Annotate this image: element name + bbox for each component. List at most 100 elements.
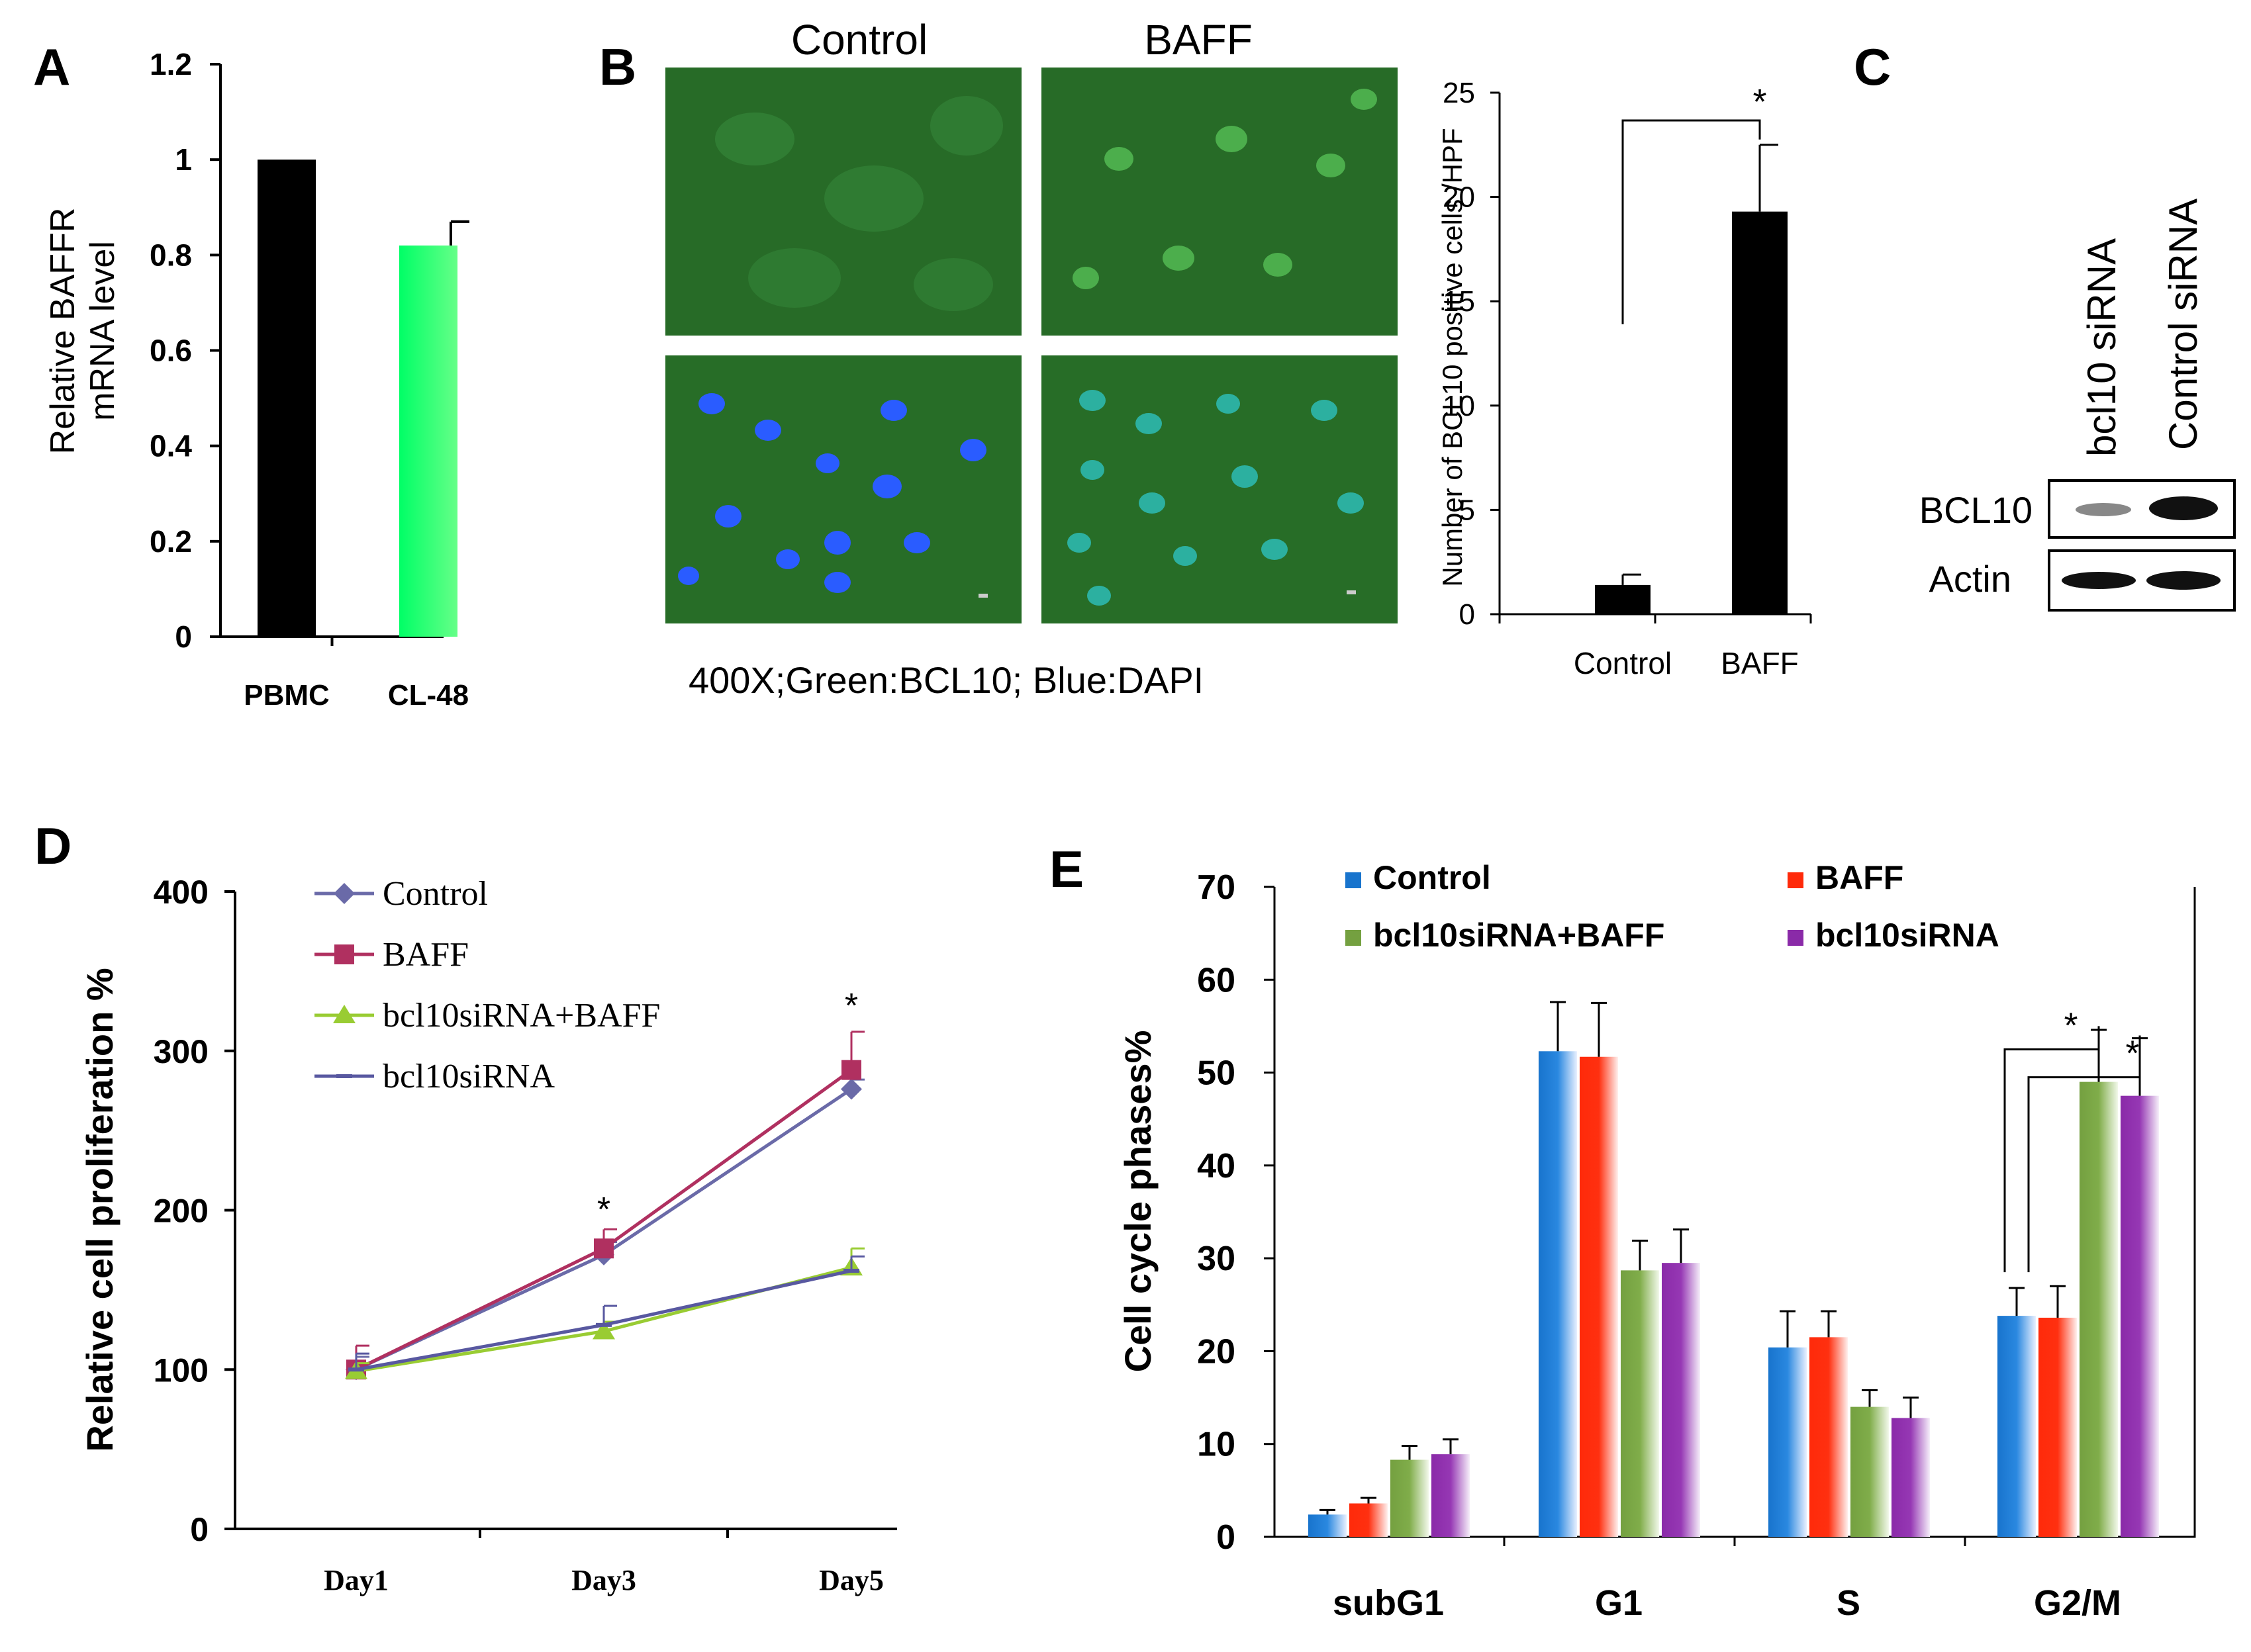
panel-label-e: E [1049, 840, 1084, 898]
chart-d-point-bcl10sirna [843, 1268, 859, 1273]
chart-d-point-bcl10sirna [596, 1322, 612, 1327]
western-row-bcl10: BCL10 [1919, 489, 2033, 531]
chart-e-xtick-label: G1 [1595, 1583, 1643, 1623]
chart-d-legend-label-bcl10sirna: bcl10siRNA [383, 1058, 555, 1095]
chart-d-ytick-label: 200 [154, 1193, 209, 1230]
chart-d-ytick-label: 300 [154, 1033, 209, 1070]
chart-e-significance-bracket [2003, 1026, 2100, 1273]
chart-e-ytick-label: 20 [1197, 1332, 1235, 1371]
chart-e-bar-baff [1580, 1056, 1618, 1537]
chart-e-ytick-label: 0 [1216, 1518, 1235, 1557]
chart-e-ytick-label: 40 [1197, 1147, 1235, 1185]
panel-label-b: B [599, 38, 636, 96]
chart-b-bar-control [1595, 584, 1651, 614]
chart-e-ytick-label: 60 [1197, 961, 1235, 999]
chart-a-ylabel-line2: mRNA level [83, 241, 122, 421]
chart-b-significance-star: * [1752, 82, 1766, 122]
chart-e-bar-control [1768, 1347, 1807, 1537]
western-lane-bcl10-sirna: bcl10 siRNA [2080, 238, 2124, 457]
chart-e-bar-control [1997, 1316, 2036, 1537]
western-lane-control-sirna: Control siRNA [2161, 199, 2205, 450]
chart-e-legend-swatch-bcl10sirna [1788, 930, 1803, 946]
chart-e-bar-bcl10sirna [1431, 1454, 1470, 1537]
panel-label-d: D [34, 817, 72, 875]
micrograph-baff-bcl10 [1041, 68, 1398, 336]
chart-d-ytick-label: 0 [190, 1511, 209, 1548]
chart-d-legend-label-baff: BAFF [383, 936, 469, 974]
chart-e-bar-bcl10sirna-baff [1621, 1270, 1659, 1537]
chart-e-legend-label-bcl10sirna: bcl10siRNA [1815, 917, 1999, 954]
chart-a-ytick-label: 0 [175, 620, 192, 654]
chart-a-ytick-label: 0.2 [150, 524, 192, 559]
chart-d-point-bcl10sirna-baff [593, 1320, 615, 1340]
chart-e-legend-swatch-bcl10sirna-baff [1345, 930, 1361, 946]
chart-a-xtick-label: PBMC [244, 679, 330, 711]
chart-a-bar-pbmc [258, 160, 316, 637]
chart-b-significance-bracket [1621, 119, 1761, 324]
micrograph-col-label-baff: BAFF [1144, 16, 1253, 64]
chart-a-bar-cl-48 [399, 245, 457, 637]
chart-e-bar-baff [2038, 1317, 2077, 1537]
chart-e-significance-bracket [2027, 1035, 2141, 1273]
panel-c: C bcl10 siRNA Control siRNA BCL10 Actin [1854, 38, 2236, 612]
chart-e-bar-bcl10sirna-baff [2080, 1081, 2118, 1537]
chart-e-bar-baff [1349, 1503, 1388, 1537]
chart-d-point-bcl10sirna [348, 1367, 364, 1372]
chart-d-legend-marker-bcl10sirna-baff [333, 1005, 356, 1023]
chart-d-significance-star: * [845, 987, 858, 1025]
chart-d-legend-marker-bcl10sirna [336, 1074, 352, 1078]
chart-e-ylabel: Cell cycle phases% [1117, 1031, 1159, 1373]
chart-a-xtick-label: CL-48 [388, 679, 469, 711]
chart-e-bar-bcl10sirna [1662, 1263, 1700, 1537]
chart-b-ylabel: Number of BCL10 positive cells /HPF [1437, 128, 1468, 586]
chart-e-bar-control [1539, 1051, 1577, 1537]
chart-e: 0 10 20 30 40 50 60 70 Control BAFF bcl10siRNA+BAF… [1197, 859, 2196, 1623]
western-blot-bcl10 [2048, 479, 2236, 539]
chart-e-bar-bcl10sirna-baff [1850, 1406, 1889, 1537]
panel-label-c: C [1854, 38, 1891, 96]
chart-e-bar-bcl10sirna [2121, 1095, 2159, 1537]
chart-b-ytick-label: 15 [1443, 285, 1475, 318]
chart-e-xtick-label: G2/M [2034, 1583, 2121, 1623]
chart-e-ytick-label: 10 [1197, 1426, 1235, 1464]
chart-e-legend-swatch-baff [1788, 872, 1803, 888]
chart-e-bar-baff [1809, 1337, 1848, 1537]
panel-b: B Control BAFF [599, 16, 1812, 701]
chart-d-significance-star: * [597, 1191, 610, 1229]
chart-a-ytick-label: 1 [175, 142, 192, 177]
chart-d-point-baff [841, 1060, 861, 1080]
chart-e-legend-label-baff: BAFF [1815, 859, 1903, 896]
chart-e-bar-bcl10sirna-baff [1390, 1459, 1429, 1537]
micrograph-control-bcl10 [665, 68, 1022, 336]
chart-e-ytick-label: 50 [1197, 1054, 1235, 1093]
chart-b-xtick-label: BAFF [1721, 646, 1799, 680]
chart-b-ytick-label: 5 [1459, 494, 1475, 526]
chart-b-ytick-label: 25 [1443, 77, 1475, 109]
chart-d-legend-marker-control [334, 883, 355, 904]
chart-d-ylabel: Relative cell proliferation % [79, 968, 120, 1451]
chart-d-legend-label-control: Control [383, 875, 488, 913]
chart-d-xtick-label: Day3 [571, 1564, 636, 1596]
chart-a-ytick-label: 0.6 [150, 334, 192, 368]
chart-e-ytick-label: 70 [1197, 868, 1235, 907]
panel-label-a: A [33, 38, 70, 96]
chart-e-legend-swatch-control [1345, 872, 1361, 888]
chart-d-ytick-label: 100 [154, 1352, 209, 1389]
chart-d-point-control [841, 1078, 862, 1100]
chart-e-legend-label-control: Control [1373, 859, 1491, 896]
panel-d: D 0 100 200 300 400 Day1 Day3 Day5 Control BAFF bc… [34, 817, 897, 1596]
chart-e-xtick-label: S [1837, 1583, 1860, 1623]
chart-e-xtick-label: subG1 [1333, 1583, 1444, 1623]
chart-a-ytick-label: 0.8 [150, 238, 192, 272]
chart-e-significance-star: * [2064, 1005, 2078, 1045]
chart-e-legend-label-bcl10sirna-baff: bcl10siRNA+BAFF [1373, 917, 1664, 954]
chart-d-ytick-label: 400 [154, 874, 209, 911]
panel-a: A 0 0.2 0.4 0.6 0.8 1 1.2 PBMC CL-48 Relative BA… [33, 38, 469, 711]
chart-d: 0 100 200 300 400 Day1 Day3 Day5 Control BAFF bcl1… [154, 874, 897, 1596]
micrograph-baff-merge [1041, 355, 1398, 623]
chart-d-point-baff [594, 1238, 614, 1259]
chart-e-bar-bcl10sirna [1892, 1418, 1930, 1537]
chart-b-bar-baff [1732, 211, 1788, 614]
panel-e: E 0 10 20 30 40 50 60 70 Control BAFF bcl10siRNA+B… [1049, 840, 2196, 1623]
